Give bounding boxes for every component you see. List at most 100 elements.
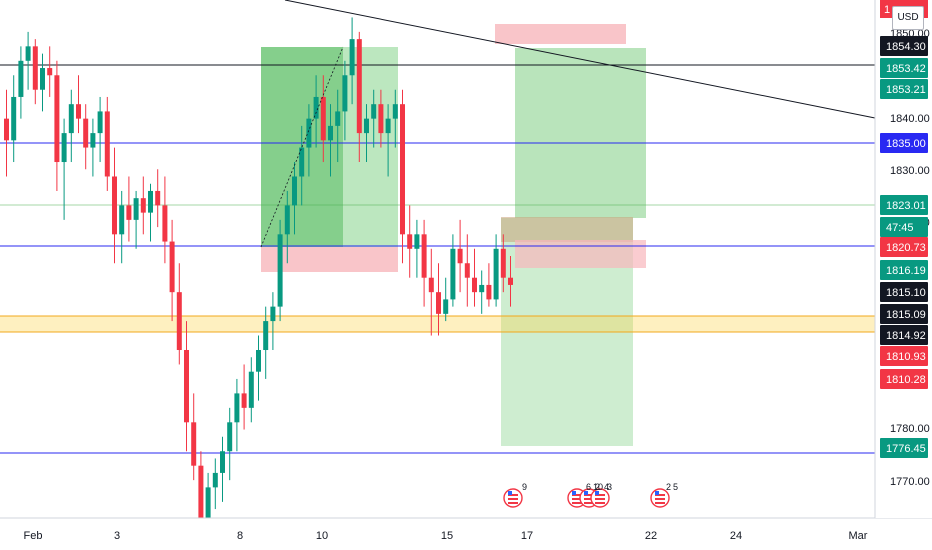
candle [450, 234, 456, 307]
candle [32, 39, 38, 105]
candle [313, 75, 319, 148]
candle [500, 234, 506, 293]
candle [443, 277, 449, 322]
candle [119, 190, 125, 264]
candle [421, 219, 427, 307]
candle [284, 190, 290, 264]
candle [61, 118, 67, 220]
trend-lines [260, 0, 876, 248]
long-profit-zone-2 [343, 47, 398, 247]
candle [349, 17, 355, 105]
us-flag-icon[interactable] [650, 488, 670, 508]
y-tick-label: 1770.00 [890, 476, 930, 488]
price-tag: 1820.73 [880, 237, 928, 257]
price-tag: 1823.01 [880, 195, 928, 215]
svg-text:47:45: 47:45 [886, 222, 914, 234]
event-count: 9 [522, 482, 527, 492]
event-count: 6 [586, 482, 591, 492]
x-tick-label: 10 [316, 530, 328, 542]
candle [76, 75, 81, 134]
candle [486, 263, 492, 307]
candle [270, 292, 276, 351]
price-tag: 1853.42 [880, 58, 928, 78]
price-tag: 1816.19 [880, 260, 928, 280]
economic-events[interactable]: 9 6 2 410 3 2 5 [503, 482, 678, 508]
event-count: 3 [607, 482, 612, 492]
candle [54, 60, 60, 191]
y-tick-label: 1780.00 [890, 423, 930, 435]
price-tag: 1853.21 [880, 79, 928, 99]
candles [4, 17, 513, 546]
candle [320, 75, 326, 163]
stop-zone [515, 240, 646, 268]
candle [11, 75, 17, 163]
candle [342, 60, 348, 141]
event-count: 5 [673, 482, 678, 492]
svg-text:1853.42: 1853.42 [886, 63, 926, 75]
candle [385, 104, 391, 177]
currency-label[interactable]: USD [892, 6, 924, 30]
svg-text:1815.10: 1815.10 [886, 287, 926, 299]
candle [256, 335, 261, 401]
svg-text:1: 1 [884, 4, 890, 16]
svg-text:1854.30: 1854.30 [886, 41, 926, 53]
descending-trendline [284, 0, 876, 119]
us-flag-icon[interactable] [503, 488, 523, 508]
candle [241, 364, 247, 430]
candle [414, 219, 420, 278]
x-tick-label: 8 [237, 530, 243, 542]
candle [234, 378, 240, 452]
candle [263, 306, 269, 379]
x-tick-label: 24 [730, 530, 742, 542]
candle [392, 89, 398, 148]
event-count: 4 [604, 482, 609, 492]
candle [155, 169, 161, 228]
candle [220, 436, 225, 502]
candle [248, 357, 254, 423]
candle [227, 407, 233, 481]
candle [328, 104, 333, 177]
candle [18, 46, 24, 119]
candle [126, 176, 132, 242]
svg-text:1810.28: 1810.28 [886, 374, 926, 386]
price-tag: 1810.93 [880, 346, 928, 366]
short-stop-zone [495, 24, 626, 44]
event-count: 2 [666, 482, 671, 492]
price-tag: 1815.09 [880, 304, 928, 324]
candle [40, 53, 45, 112]
candle [436, 263, 441, 336]
candle [479, 270, 485, 314]
price-tag: 1854.30 [880, 36, 928, 56]
dashed-projection-line [260, 46, 344, 248]
us-flag-icon[interactable] [590, 488, 610, 508]
entry-zone [501, 217, 633, 242]
candle [407, 205, 413, 278]
candle [400, 89, 405, 264]
x-axis: Feb 3 8 10 15 17 22 24 Mar [0, 517, 932, 550]
candle [277, 219, 283, 322]
candle [83, 104, 89, 170]
x-tick-label: Mar [849, 530, 868, 542]
x-tick-label: 15 [441, 530, 453, 542]
price-tag: 1810.28 [880, 369, 928, 389]
candle [428, 248, 434, 336]
svg-text:1816.19: 1816.19 [886, 265, 926, 277]
svg-text:1776.45: 1776.45 [886, 443, 926, 455]
event-count: 10 [593, 482, 603, 492]
svg-text:1853.21: 1853.21 [886, 84, 926, 96]
svg-text:1814.92: 1814.92 [886, 330, 926, 342]
candle [25, 31, 31, 90]
candle [306, 104, 312, 177]
candle [47, 46, 53, 97]
candle [493, 234, 499, 307]
svg-text:1835.00: 1835.00 [886, 138, 926, 150]
horizontal-lines [0, 64, 875, 454]
candle [212, 458, 218, 510]
svg-text:1810.93: 1810.93 [886, 351, 926, 363]
price-tag: 1814.92 [880, 325, 928, 345]
candle [378, 89, 384, 148]
candle [335, 89, 341, 163]
short-profit-zone [515, 48, 646, 218]
candle [299, 125, 305, 206]
